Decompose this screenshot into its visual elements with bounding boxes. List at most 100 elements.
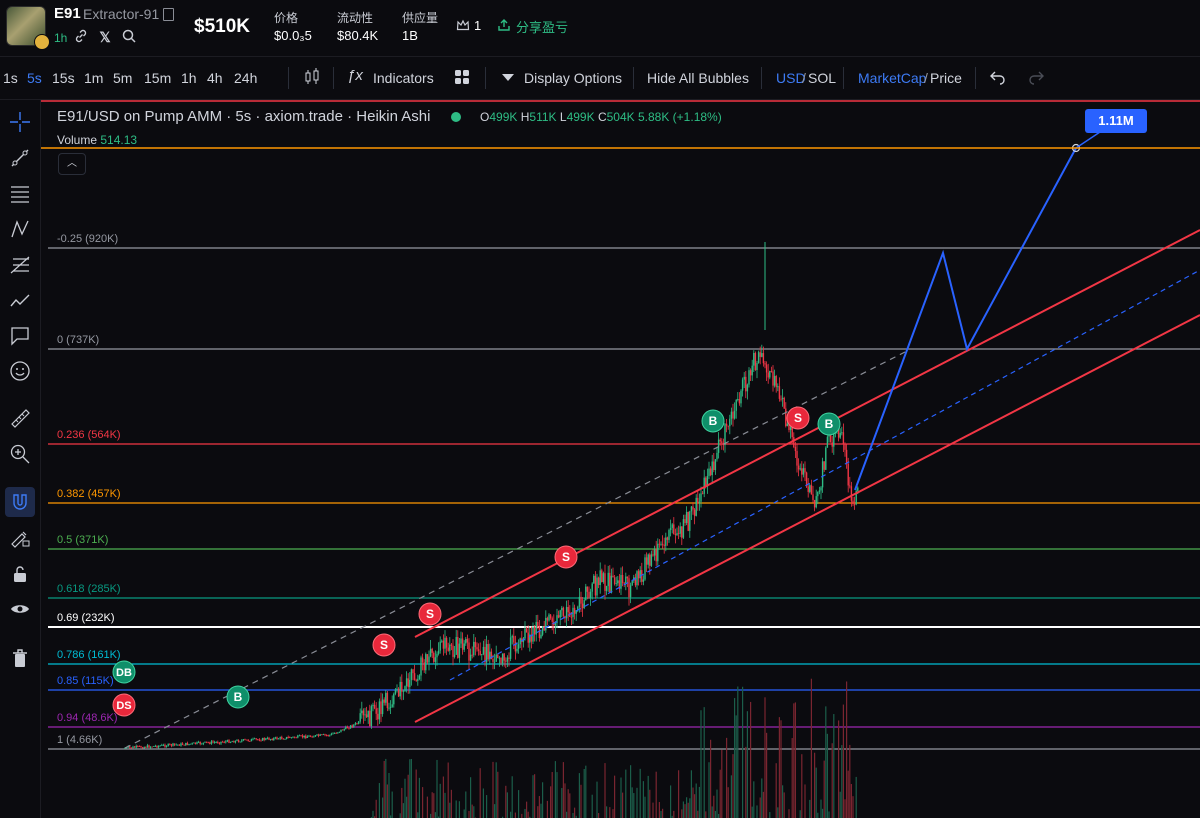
price-chart[interactable]: DB DS B S S S B S B <box>41 100 1200 818</box>
copy-icon[interactable] <box>163 8 174 21</box>
unlock-icon[interactable] <box>5 559 35 589</box>
fib-retracement-icon[interactable] <box>5 250 35 280</box>
forecast-icon[interactable] <box>5 285 35 315</box>
indicators-icon[interactable]: ƒx <box>347 67 363 84</box>
candle-body <box>551 618 553 622</box>
candle-body <box>653 549 656 556</box>
candle-body <box>245 739 248 741</box>
holders-count: 1 <box>474 18 482 33</box>
trash-icon[interactable] <box>5 643 35 673</box>
volume-bar <box>825 706 827 818</box>
candle-body <box>581 603 584 609</box>
timeframe-24h[interactable]: 24h <box>234 70 258 86</box>
buy-marker[interactable]: B <box>817 412 841 436</box>
redo-icon[interactable] <box>1027 69 1045 85</box>
timeframe-1m[interactable]: 1m <box>84 70 104 86</box>
timeframe-5m[interactable]: 5m <box>113 70 133 86</box>
sell-marker[interactable]: DS <box>112 693 136 717</box>
candle-body <box>431 648 433 653</box>
collapse-legend-button[interactable]: ︿ <box>58 153 86 175</box>
volume-bar <box>494 804 496 818</box>
timeframe-1h[interactable]: 1h <box>181 70 197 86</box>
chart-canvas[interactable]: DB DS B S S S B S B <box>41 100 1200 818</box>
indicators-button[interactable]: Indicators <box>373 70 434 86</box>
sell-marker[interactable]: S <box>786 406 810 430</box>
candle-body <box>801 468 803 475</box>
candle-body <box>570 616 573 618</box>
candle-body <box>205 741 208 743</box>
candle-type-icon[interactable] <box>302 67 322 87</box>
volume-bar <box>658 802 660 818</box>
share-icon[interactable] <box>497 18 511 32</box>
pattern-icon[interactable] <box>5 214 35 244</box>
volume-bar <box>497 771 499 818</box>
candle-body <box>618 580 621 589</box>
emoji-icon[interactable] <box>5 356 35 386</box>
lock-drawings-icon[interactable] <box>5 523 35 553</box>
display-options-button[interactable]: Display Options <box>524 70 623 86</box>
candle-body <box>209 742 211 744</box>
volume-bar <box>450 789 452 818</box>
search-icon[interactable] <box>120 28 138 46</box>
timeframe-5s[interactable]: 5s <box>27 70 42 86</box>
x-icon[interactable]: 𝕏 <box>99 29 111 45</box>
slash-separator: / <box>924 70 928 86</box>
timeframe-15m[interactable]: 15m <box>144 70 172 86</box>
candle-body <box>193 742 195 744</box>
candle-body <box>397 688 400 697</box>
candle-body <box>677 533 680 535</box>
undo-icon[interactable] <box>989 69 1007 85</box>
candle-body <box>767 372 769 378</box>
candle-body <box>842 432 845 445</box>
target-label: 1.11M <box>1085 109 1147 133</box>
sell-marker[interactable]: S <box>418 602 442 626</box>
price-toggle[interactable]: Price <box>930 70 962 86</box>
timeframe-4h[interactable]: 4h <box>207 70 223 86</box>
candle-body <box>807 486 809 492</box>
marker-label: S <box>794 411 802 425</box>
trend-line-icon[interactable] <box>5 143 35 173</box>
candle-body <box>565 607 568 619</box>
candle-body <box>833 431 835 447</box>
candle-body <box>818 490 821 492</box>
buy-marker[interactable]: B <box>701 409 725 433</box>
magnet-icon[interactable] <box>5 487 35 517</box>
hide-bubbles-button[interactable]: Hide All Bubbles <box>647 70 749 86</box>
layout-grid-icon[interactable] <box>454 69 470 85</box>
candle-body <box>617 580 619 584</box>
sell-marker[interactable]: S <box>554 545 578 569</box>
candle-body <box>554 623 557 626</box>
text-annotation-icon[interactable] <box>5 321 35 351</box>
candle-body <box>849 485 851 487</box>
sell-marker[interactable]: S <box>372 633 396 657</box>
candle-body <box>533 627 536 635</box>
timeframe-15s[interactable]: 15s <box>52 70 75 86</box>
buy-marker[interactable]: DB <box>112 660 136 684</box>
sol-toggle[interactable]: SOL <box>808 70 837 86</box>
hide-drawings-icon[interactable] <box>5 594 35 624</box>
candle-body <box>740 390 742 404</box>
verified-badge-icon <box>34 34 50 50</box>
horizontal-lines-icon[interactable] <box>5 178 35 208</box>
link-icon[interactable] <box>72 28 90 46</box>
marketcap-toggle[interactable]: MarketCap <box>858 70 927 86</box>
candle-body <box>455 637 457 655</box>
buy-marker[interactable]: B <box>226 685 250 709</box>
volume-readout: Volume 514.13 <box>57 133 137 147</box>
zoom-in-icon[interactable] <box>5 439 35 469</box>
token-avatar[interactable] <box>6 6 46 46</box>
share-pnl-button[interactable]: 分享盈亏 <box>516 20 569 35</box>
volume-bar <box>678 770 680 818</box>
volume-bar <box>762 791 764 818</box>
candle-body <box>157 745 160 748</box>
timeframe-1s[interactable]: 1s <box>3 70 18 86</box>
candle-body <box>501 653 504 664</box>
volume-bar <box>502 816 504 818</box>
crosshair-icon[interactable] <box>5 107 35 137</box>
volume-bar <box>527 811 529 818</box>
candle-body <box>802 468 805 475</box>
usd-toggle[interactable]: USD <box>776 70 806 86</box>
volume-bar <box>708 762 710 818</box>
candle-body <box>514 642 517 652</box>
ruler-icon[interactable] <box>5 403 35 433</box>
